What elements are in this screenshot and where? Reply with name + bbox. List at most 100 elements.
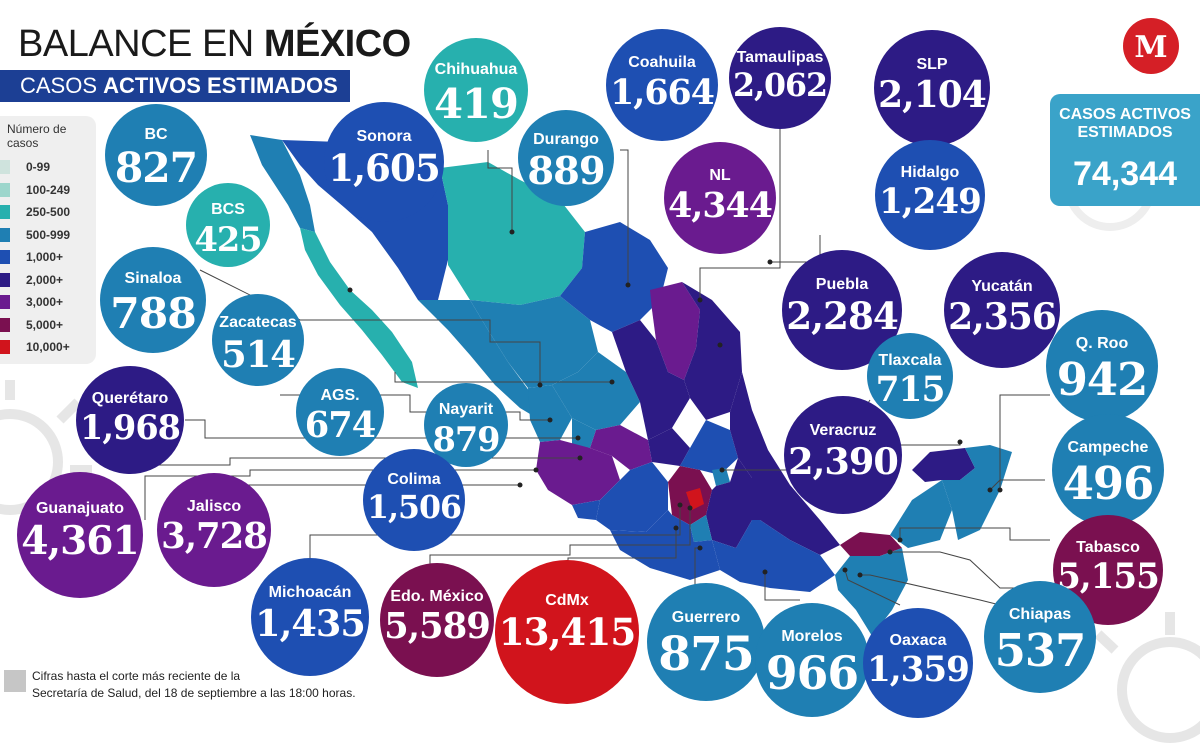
state-value: 879 bbox=[432, 419, 500, 460]
state-value: 13,415 bbox=[498, 609, 637, 654]
map-region-tabasco bbox=[840, 532, 902, 556]
legend: Número de casos 0-99 100-249 250-500 500-99… bbox=[0, 116, 96, 364]
state-name: Tlaxcala bbox=[878, 351, 942, 369]
milenio-logo: M bbox=[1123, 18, 1179, 74]
state-name: Guanajuato bbox=[35, 499, 124, 517]
state-bubble: BC 827 bbox=[105, 104, 207, 206]
map-region-jalisco bbox=[536, 440, 620, 505]
state-value: 1,664 bbox=[610, 71, 715, 113]
state-value: 1,506 bbox=[366, 489, 462, 527]
state-bubble: Hidalgo 1,249 bbox=[875, 140, 985, 250]
map-region-oaxaca bbox=[712, 520, 835, 592]
legend-swatch bbox=[0, 160, 10, 174]
legend-item: 10,000+ bbox=[0, 338, 96, 356]
state-name: Michoacán bbox=[268, 583, 352, 601]
footnote-line-1: Cifras hasta el corte más reciente de la bbox=[32, 669, 241, 683]
state-value: 875 bbox=[658, 626, 755, 682]
state-name: Edo. México bbox=[390, 588, 484, 606]
map-region-puebla bbox=[706, 458, 752, 548]
legend-swatch bbox=[0, 205, 10, 219]
state-value: 674 bbox=[304, 405, 376, 447]
legend-label: 0-99 bbox=[26, 160, 51, 174]
state-value: 942 bbox=[1056, 352, 1149, 406]
map-region-tlaxcala bbox=[712, 468, 730, 486]
map-region-slp bbox=[612, 320, 690, 440]
footnote-marker bbox=[4, 670, 26, 692]
state-name: AGS. bbox=[320, 387, 360, 405]
state-bubble: Zacatecas 514 bbox=[212, 294, 304, 386]
logo-letter: M bbox=[1134, 30, 1167, 65]
map-region-veracruz bbox=[730, 372, 840, 555]
state-name: NL bbox=[709, 166, 731, 184]
state-bubble: Querétaro 1,968 bbox=[76, 366, 184, 474]
state-name: Campeche bbox=[1067, 438, 1149, 456]
legend-label: 100-249 bbox=[26, 182, 71, 197]
state-bubble: SLP 2,104 bbox=[874, 30, 990, 146]
state-bubble: Yucatán 2,356 bbox=[944, 252, 1060, 368]
state-value: 715 bbox=[875, 369, 946, 410]
legend-item: 3,000+ bbox=[0, 293, 96, 311]
state-value: 5,155 bbox=[1057, 557, 1160, 598]
state-name: Jalisco bbox=[186, 498, 242, 516]
state-value: 4,344 bbox=[668, 184, 773, 226]
legend-label: 500-999 bbox=[26, 227, 71, 242]
state-value: 1,359 bbox=[867, 650, 970, 691]
state-name: Zacatecas bbox=[219, 314, 297, 332]
summary-box: CASOS ACTIVOS ESTIMADOS 74,344 bbox=[1050, 94, 1200, 206]
page-subtitle: CASOS ACTIVOS ESTIMADOS bbox=[20, 73, 338, 98]
state-name: BC bbox=[144, 126, 168, 144]
summary-value: 74,344 bbox=[1073, 155, 1177, 193]
legend-item: 5,000+ bbox=[0, 316, 96, 334]
state-name: Sonora bbox=[356, 128, 412, 146]
map-region-nayarit bbox=[528, 385, 572, 442]
state-name: Puebla bbox=[815, 276, 869, 294]
legend-title: Número de casos bbox=[7, 122, 67, 150]
state-bubble: Coahuila 1,664 bbox=[606, 29, 718, 141]
state-bubble: Sinaloa 788 bbox=[100, 247, 206, 353]
map-region-bcs bbox=[300, 228, 418, 388]
state-value: 5,589 bbox=[384, 606, 491, 648]
state-name: Tabasco bbox=[1076, 539, 1140, 557]
legend-item: 2,000+ bbox=[0, 271, 96, 289]
state-name: Colima bbox=[387, 471, 441, 489]
state-value: 4,361 bbox=[21, 517, 139, 564]
state-value: 966 bbox=[765, 646, 859, 701]
state-name: Sinaloa bbox=[124, 270, 182, 288]
state-bubble: Durango 889 bbox=[518, 110, 614, 206]
summary-title: CASOS ACTIVOS ESTIMADOS bbox=[1059, 106, 1191, 141]
state-name: Veracruz bbox=[809, 421, 877, 439]
state-name: Durango bbox=[533, 131, 599, 149]
state-value: 1,605 bbox=[328, 146, 441, 191]
map-region-cdmx bbox=[686, 488, 704, 510]
state-name: SLP bbox=[916, 55, 948, 73]
legend-item: 100-249 bbox=[0, 181, 96, 199]
map-region-nl bbox=[650, 282, 700, 380]
state-value: 2,390 bbox=[788, 439, 899, 483]
map-region-queretaro bbox=[648, 428, 690, 466]
map-region-zacatecas bbox=[552, 352, 640, 430]
state-bubble: Jalisco 3,728 bbox=[157, 473, 271, 587]
state-bubble: AGS. 674 bbox=[296, 368, 384, 456]
state-name: Chihuahua bbox=[434, 60, 518, 78]
state-bubble: Campeche 496 bbox=[1052, 414, 1164, 526]
legend-swatch bbox=[0, 227, 10, 242]
map-region-colima bbox=[572, 500, 600, 520]
state-bubble: Tabasco 5,155 bbox=[1053, 515, 1163, 625]
state-value: 2,356 bbox=[948, 295, 1057, 338]
map-region-michoacan bbox=[596, 462, 668, 532]
state-bubble: BCS 425 bbox=[186, 183, 270, 267]
state-value: 3,728 bbox=[161, 516, 268, 558]
state-value: 537 bbox=[994, 623, 1087, 677]
state-name: Chiapas bbox=[1008, 605, 1072, 623]
state-value: 514 bbox=[221, 332, 296, 377]
state-name: Oaxaca bbox=[889, 632, 947, 650]
state-bubble: Nayarit 879 bbox=[424, 383, 508, 467]
state-value: 788 bbox=[110, 288, 197, 339]
state-value: 425 bbox=[194, 219, 262, 260]
map-region-morelos bbox=[690, 515, 712, 542]
state-value: 2,062 bbox=[732, 67, 828, 105]
state-bubble: Michoacán 1,435 bbox=[251, 558, 369, 676]
state-name: Querétaro bbox=[91, 389, 169, 407]
legend-label: 250-500 bbox=[26, 205, 71, 219]
state-value: 2,104 bbox=[878, 73, 987, 116]
